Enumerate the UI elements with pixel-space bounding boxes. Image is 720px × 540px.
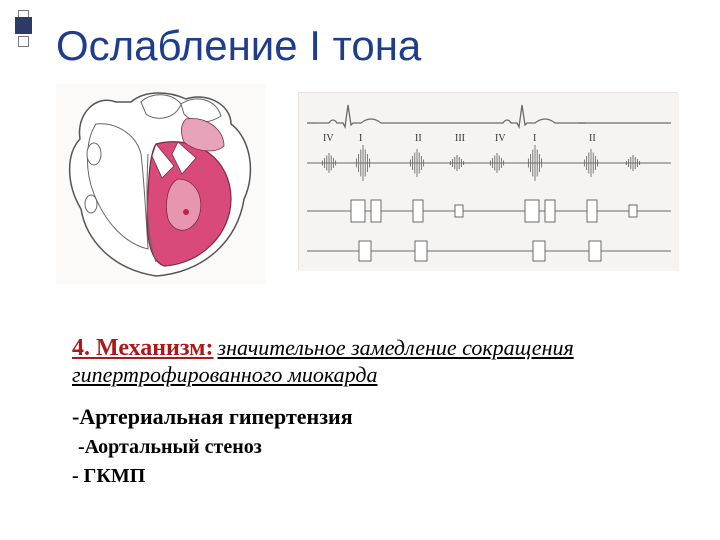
svg-text:IV: IV <box>495 133 506 144</box>
svg-text:III: III <box>455 133 465 144</box>
list-item: -Аортальный стеноз <box>78 436 632 459</box>
bullet-square <box>18 36 29 47</box>
svg-text:I: I <box>359 133 362 144</box>
svg-text:I: I <box>533 133 536 144</box>
list-item: - ГКМП <box>72 465 632 488</box>
svg-text:IV: IV <box>323 133 334 144</box>
heart-diagram <box>56 84 266 284</box>
phonocardiogram: IVIIIIIIIVIII <box>298 92 678 270</box>
mechanism-line: 4. Механизм: значительное замедление сок… <box>72 335 632 388</box>
slide-title: Ослабление I тона <box>56 22 421 70</box>
mechanism-label: 4. Механизм: <box>72 335 214 361</box>
svg-text:II: II <box>589 133 596 144</box>
mechanism-block: 4. Механизм: значительное замедление сок… <box>72 335 632 488</box>
list-item: -Артериальная гипертензия <box>72 404 632 430</box>
svg-text:II: II <box>415 133 422 144</box>
corner-bullets <box>18 10 32 49</box>
bullet-square-accent <box>15 17 32 34</box>
